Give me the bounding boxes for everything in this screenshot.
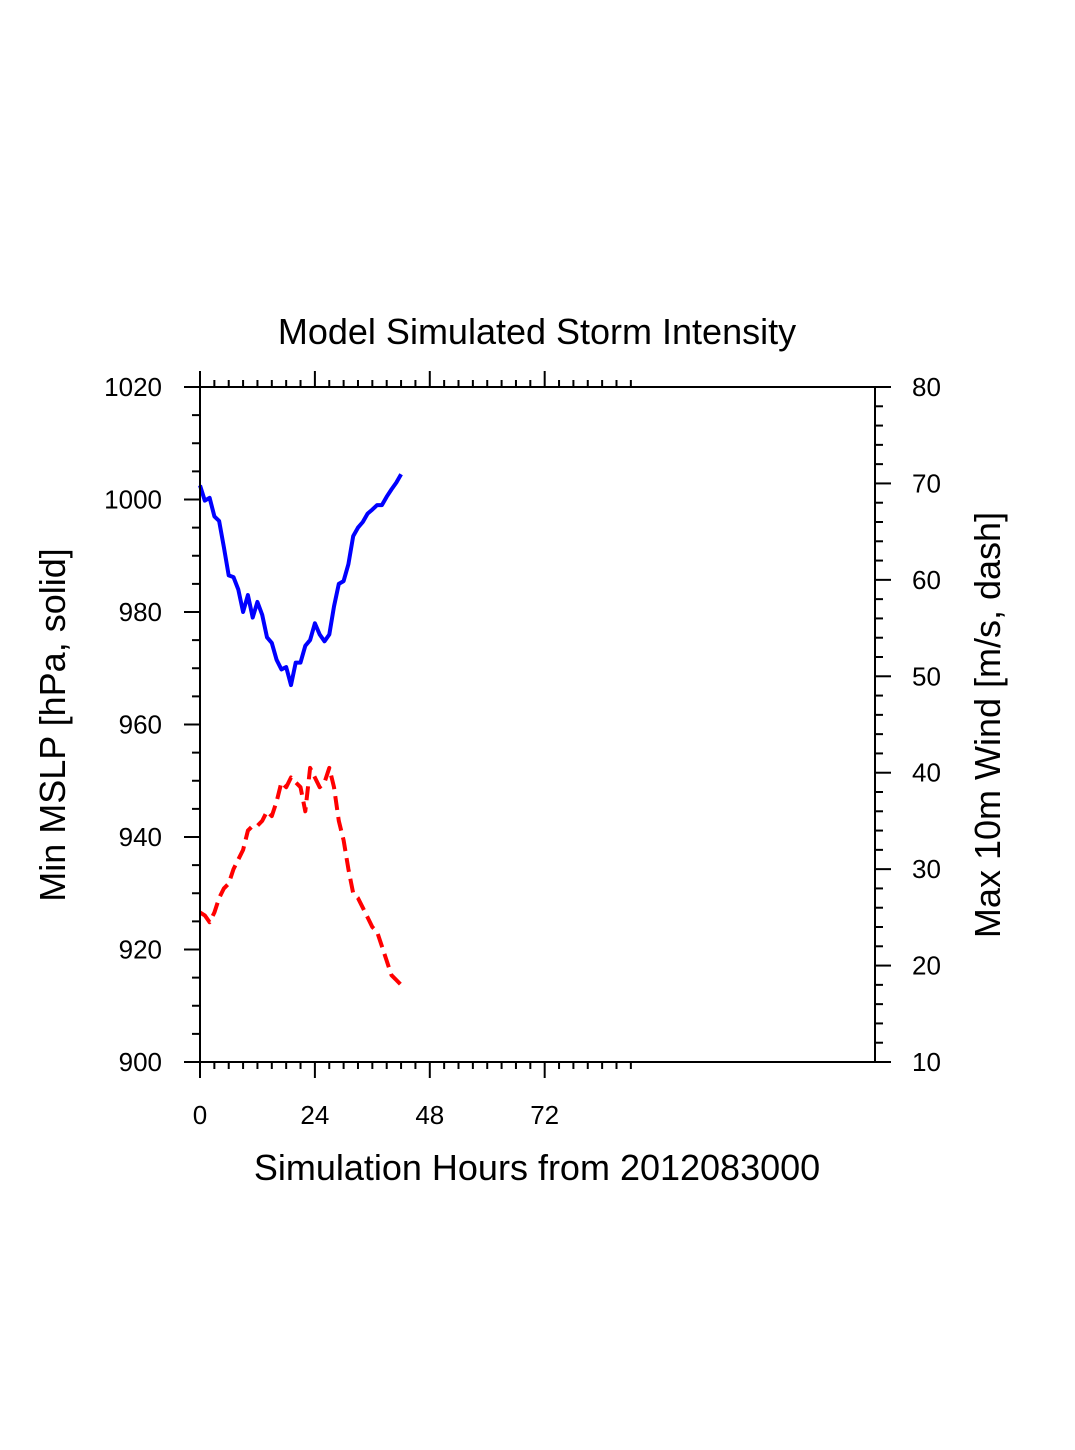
- x-tick-label: 72: [530, 1100, 559, 1130]
- x-tick-label: 0: [193, 1100, 207, 1130]
- plot-frame: [199, 386, 876, 1063]
- right-tick-label: 40: [912, 758, 941, 788]
- left-tick-label: 920: [119, 935, 162, 965]
- pressure-series-line: [198, 473, 403, 688]
- x-tick-label: 24: [300, 1100, 329, 1130]
- right-tick-label: 10: [912, 1047, 941, 1077]
- right-tick-label: 70: [912, 468, 941, 498]
- wind-series-line: [198, 765, 403, 987]
- left-tick-label: 1020: [104, 372, 162, 402]
- left-y-axis-label: Min MSLP [hPa, solid]: [32, 548, 73, 902]
- right-tick-label: 20: [912, 951, 941, 981]
- right-tick-label: 50: [912, 661, 941, 691]
- left-tick-label: 900: [119, 1047, 162, 1077]
- right-tick-label: 30: [912, 854, 941, 884]
- right-tick-label: 80: [912, 372, 941, 402]
- left-tick-label: 960: [119, 710, 162, 740]
- x-tick-label: 48: [415, 1100, 444, 1130]
- chart-title: Model Simulated Storm Intensity: [278, 311, 796, 352]
- plot-series: [198, 473, 403, 987]
- right-tick-label: 60: [912, 565, 941, 595]
- x-axis-label: Simulation Hours from 2012083000: [254, 1147, 820, 1188]
- left-tick-label: 940: [119, 822, 162, 852]
- left-tick-label: 1000: [104, 485, 162, 515]
- axis-ticks: 0 24 48 72900920940960980100010201020304050…: [104, 371, 941, 1130]
- left-tick-label: 980: [119, 597, 162, 627]
- right-y-axis-label: Max 10m Wind [m/s, dash]: [967, 512, 1008, 938]
